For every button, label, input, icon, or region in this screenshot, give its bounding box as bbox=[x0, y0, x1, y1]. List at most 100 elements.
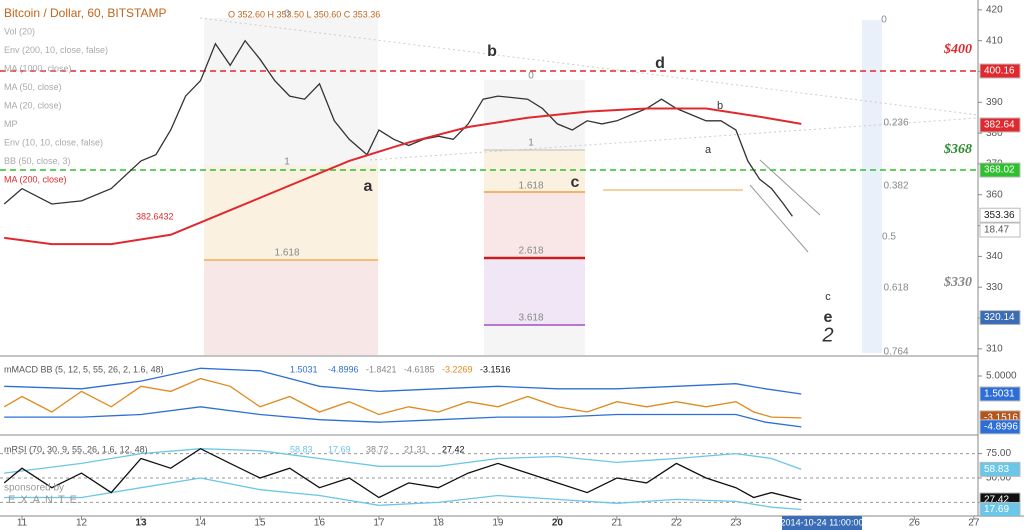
y-tick-label: 50.00 bbox=[986, 473, 1011, 484]
readout: -4.6185 bbox=[404, 364, 435, 374]
series-line bbox=[4, 107, 802, 246]
legend-entry: MP bbox=[4, 119, 18, 129]
channel bbox=[759, 159, 821, 216]
annotation: 0 bbox=[528, 71, 534, 82]
x-tick-label: 16 bbox=[314, 518, 326, 529]
price-tag bbox=[979, 461, 1021, 477]
y-tick-label: 310 bbox=[986, 343, 1003, 354]
x-tick-label: 15 bbox=[254, 518, 266, 529]
x-tick-label: 18 bbox=[433, 518, 445, 529]
legend-entry: Env (10, 10, close, false) bbox=[4, 137, 103, 147]
fib-zone bbox=[484, 192, 585, 258]
price-tag bbox=[979, 419, 1021, 435]
annotation: 2.618 bbox=[518, 246, 543, 257]
annotation: $400 bbox=[943, 42, 972, 57]
x-tick-label: 13 bbox=[135, 518, 147, 529]
annotation: 1.618 bbox=[274, 248, 299, 259]
fib-zone bbox=[862, 20, 882, 353]
annotation: $368 bbox=[943, 142, 972, 157]
readout: -3.1516 bbox=[480, 364, 511, 374]
x-tick-label: 26 bbox=[909, 518, 921, 529]
fib-zone bbox=[204, 165, 378, 260]
annotation: 3.618 bbox=[518, 313, 543, 324]
y-tick-label: 390 bbox=[986, 97, 1003, 108]
readout: 27.42 bbox=[442, 444, 465, 454]
legend-entry: MA (1000, close) bbox=[4, 63, 72, 73]
volume-tag bbox=[979, 222, 1021, 238]
fib-zone bbox=[484, 150, 585, 192]
annotation: a bbox=[364, 178, 373, 195]
series-line bbox=[3, 377, 802, 419]
price-tag-label: 368.02 bbox=[984, 165, 1015, 176]
readout: 58.83 bbox=[290, 444, 313, 454]
annotation: 0.382 bbox=[883, 181, 908, 192]
x-tick-label: 20 bbox=[552, 518, 564, 529]
price-tag bbox=[979, 386, 1021, 402]
y-tick-label: 340 bbox=[986, 251, 1003, 262]
annotation: 0.236 bbox=[883, 118, 908, 129]
price-tag-label: 17.69 bbox=[984, 504, 1009, 515]
annotation: d bbox=[655, 55, 665, 72]
price-tag-label: -4.8996 bbox=[984, 421, 1018, 432]
annotation: 0 bbox=[881, 15, 887, 26]
chart-title: Bitcoin / Dollar, 60, BITSTAMP bbox=[4, 6, 167, 20]
legend-entry: Env (200, 10, close, false) bbox=[4, 45, 108, 55]
series-line bbox=[4, 448, 802, 474]
channel bbox=[749, 184, 809, 253]
y-tick-label: 360 bbox=[986, 189, 1003, 200]
annotation: b bbox=[487, 43, 497, 60]
x-tick-label: 27 bbox=[968, 518, 980, 529]
legend-entry: Vol (20) bbox=[4, 26, 35, 36]
legend-entry: MA (20, close) bbox=[4, 100, 62, 110]
annotation: b bbox=[717, 100, 723, 112]
legend-entry: MA (200, close) bbox=[4, 174, 67, 184]
series-line bbox=[4, 406, 802, 428]
x-tick-label: 11 bbox=[17, 518, 28, 529]
ohlc: O 352.60 H 353.50 L 350.60 C 353.36 bbox=[228, 9, 380, 19]
y-tick-label: 410 bbox=[986, 35, 1003, 46]
trend-line bbox=[369, 117, 979, 161]
annotation: 1 bbox=[528, 138, 534, 149]
price-tag-label: 1.5031 bbox=[984, 389, 1015, 400]
trend-line bbox=[199, 17, 979, 116]
series-line bbox=[3, 39, 793, 217]
annotation: 0.618 bbox=[883, 283, 908, 294]
legend-entry: MA (50, close) bbox=[4, 82, 62, 92]
crosshair-date-label: 2014-10-24 11:00:00 bbox=[781, 517, 864, 527]
x-tick-label: 12 bbox=[76, 518, 88, 529]
readout: -4.8996 bbox=[328, 364, 359, 374]
volume-tag-label: 18.47 bbox=[984, 225, 1009, 236]
y-tick-label: 380 bbox=[986, 128, 1003, 139]
readout: 38.72 bbox=[366, 444, 389, 454]
price-tag-label: 58.83 bbox=[984, 464, 1009, 475]
x-tick-label: 23 bbox=[730, 518, 742, 529]
series-line bbox=[4, 367, 802, 395]
annotation: 0 bbox=[284, 9, 290, 20]
x-tick-label: 17 bbox=[373, 518, 385, 529]
annotation: c bbox=[571, 174, 580, 191]
fib-zone bbox=[484, 258, 585, 325]
x-tick-label: 22 bbox=[671, 518, 683, 529]
watermark: sponsored by bbox=[4, 483, 64, 494]
annotation: $330 bbox=[943, 275, 972, 290]
annotation: a bbox=[705, 144, 712, 156]
price-tag-label: 27.42 bbox=[984, 495, 1009, 506]
annotation: 1 bbox=[284, 157, 290, 168]
watermark: EXANTE bbox=[8, 494, 82, 506]
x-tick-label: 19 bbox=[492, 518, 504, 529]
price-tag-label: 382.64 bbox=[984, 120, 1015, 131]
price-tag-label: 353.36 bbox=[984, 210, 1015, 221]
price-tag bbox=[979, 207, 1021, 223]
price-tag-label: -3.1516 bbox=[984, 413, 1018, 424]
price-tag bbox=[979, 501, 1021, 517]
crosshair-date bbox=[782, 516, 862, 530]
price-tag bbox=[979, 117, 1021, 133]
annotation: 2 bbox=[821, 324, 833, 346]
readout: -1.8421 bbox=[366, 364, 397, 374]
annotation: c bbox=[825, 291, 831, 303]
annotation: e bbox=[824, 309, 833, 326]
x-tick-label: 21 bbox=[611, 518, 623, 529]
annotation: 0.5 bbox=[882, 232, 896, 243]
annotation: 1.618 bbox=[518, 181, 543, 192]
